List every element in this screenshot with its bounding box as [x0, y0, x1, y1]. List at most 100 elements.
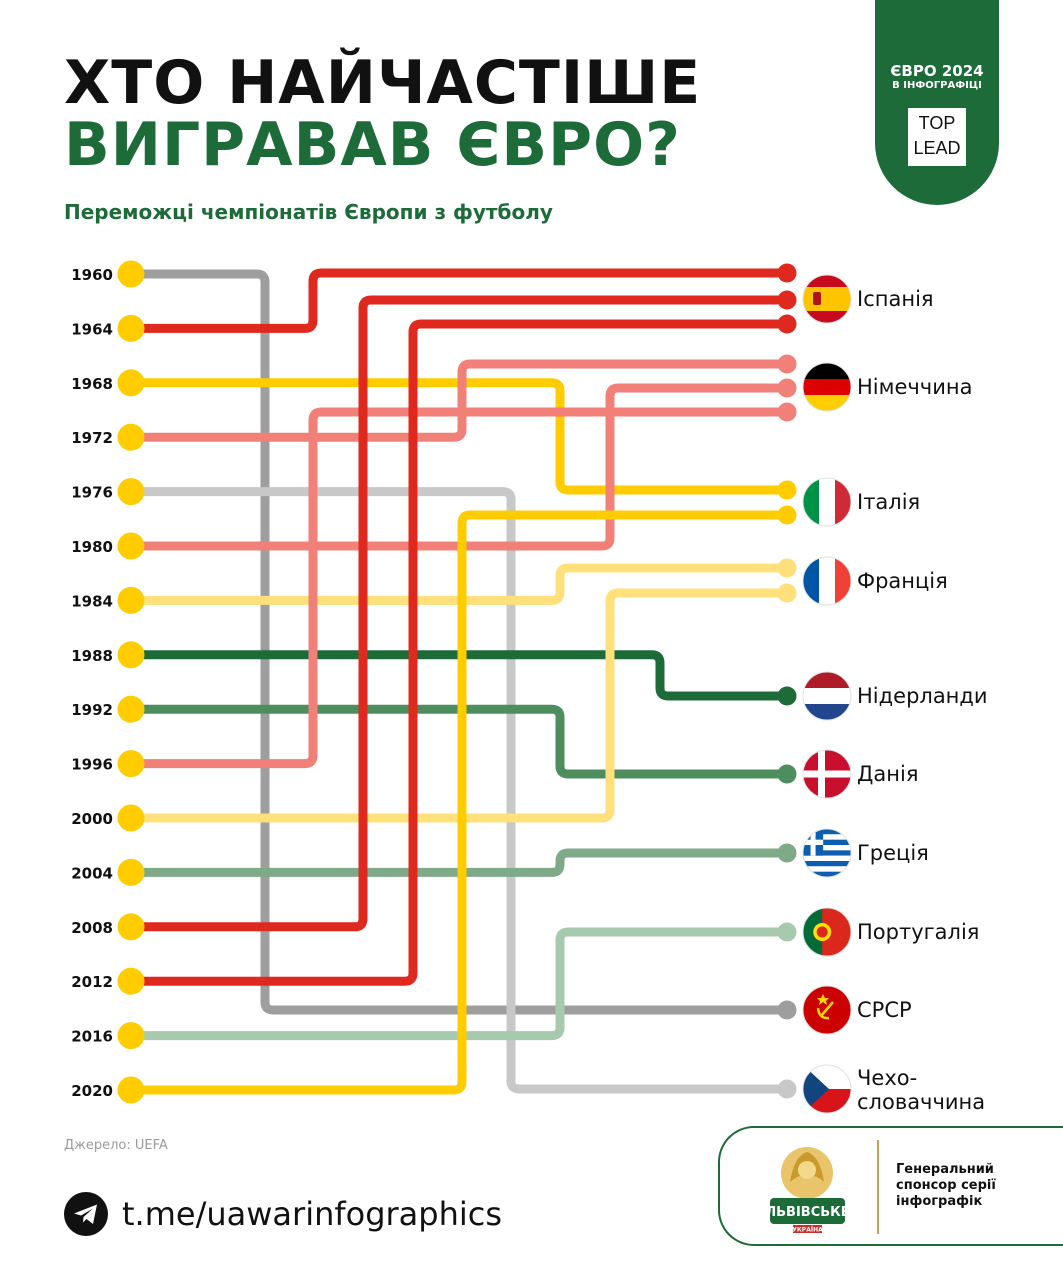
winner-line-1972	[126, 359, 792, 442]
winner-line-1960	[126, 269, 792, 1015]
winner-line-1976	[126, 487, 792, 1094]
end-dot-1992	[777, 764, 797, 784]
end-dot-2012	[777, 314, 797, 334]
badge-title: ЄВРО 2024	[890, 62, 984, 80]
end-dot-1980	[777, 378, 797, 398]
country-label-5: Данія	[857, 762, 918, 786]
year-label-2008: 2008	[71, 919, 113, 937]
year-node-1984	[117, 586, 145, 614]
greece-flag-icon-border	[802, 828, 852, 878]
year-label-1988: 1988	[71, 647, 113, 665]
end-dot-1964	[777, 263, 797, 283]
spain-flag-icon	[803, 275, 851, 323]
telegram-icon[interactable]	[64, 1192, 108, 1236]
end-dot-1972	[777, 354, 797, 374]
year-label-2012: 2012	[71, 973, 113, 991]
telegram-link[interactable]: t.me/uawarinfographics	[122, 1195, 503, 1233]
end-dot-2020	[777, 505, 797, 525]
year-label-2020: 2020	[71, 1082, 113, 1100]
winner-line-1996	[126, 407, 792, 769]
winner-line-1988	[126, 650, 792, 701]
year-label-2004: 2004	[71, 864, 113, 882]
end-dot-1996	[777, 402, 797, 422]
badge-subtitle: В ІНФОГРАФІЦІ	[892, 80, 982, 91]
year-label-2016: 2016	[71, 1028, 113, 1046]
year-node-2012	[117, 967, 145, 995]
ussr-flag-icon-border	[802, 985, 852, 1035]
year-node-1992	[117, 695, 145, 723]
end-dot-2004	[777, 843, 797, 863]
year-label-1976: 1976	[71, 484, 113, 502]
winners-diagram: 1960 1964 1968 1972 1976 1980 1984 1988 1992 1996…	[71, 260, 988, 1114]
year-node-2004	[117, 858, 145, 886]
country-label-3: Франція	[857, 569, 948, 593]
year-node-2020	[117, 1076, 145, 1104]
year-node-1980	[117, 532, 145, 560]
country-label-7: Португалія	[857, 920, 979, 944]
year-node-2016	[117, 1022, 145, 1050]
end-dot-1988	[777, 686, 797, 706]
country-label-1: Німеччина	[857, 375, 972, 399]
year-node-1968	[117, 369, 145, 397]
netherlands-flag-icon	[803, 672, 851, 720]
country-label-6: Греція	[857, 841, 929, 865]
winner-line-2016	[126, 927, 792, 1041]
year-node-1972	[117, 423, 145, 451]
year-label-1972: 1972	[71, 429, 113, 447]
year-label-1968: 1968	[71, 375, 113, 393]
year-label-1960: 1960	[71, 266, 113, 284]
spain-flag-icon-border	[802, 274, 852, 324]
portugal-flag-icon	[803, 908, 851, 956]
year-label-1964: 1964	[71, 320, 113, 338]
toplead-logo-bottom: LEAD	[913, 138, 961, 158]
winner-line-2020	[126, 510, 792, 1095]
winner-line-1984	[126, 563, 792, 605]
connection-lines	[126, 268, 792, 1095]
toplead-logo: TOP LEAD	[908, 108, 966, 166]
sponsor-block: ЛЬВІВСЬКЕ УКРАЇНА Генеральний спонсор се…	[718, 1126, 1063, 1246]
year-nodes: 1960 1964 1968 1972 1976 1980 1984 1988 1992 1996…	[71, 260, 145, 1104]
end-dot-2016	[777, 922, 797, 942]
winner-line-2012	[126, 319, 792, 986]
series-badge: ЄВРО 2024 В ІНФОГРАФІЦІ TOP LEAD	[875, 0, 999, 205]
end-dot-1968	[777, 480, 797, 500]
ussr-flag-icon	[803, 986, 851, 1034]
toplead-logo-top: TOP	[918, 113, 956, 133]
end-dot-1960	[777, 1000, 797, 1020]
year-node-1996	[117, 750, 145, 778]
year-node-1960	[117, 260, 145, 288]
title-line-1: ХТО НАЙЧАСТІШЕ	[64, 48, 702, 118]
germany-flag-icon	[803, 363, 851, 411]
title-line-2: ВИГРАВАВ ЄВРО?	[64, 110, 681, 180]
denmark-flag-icon-border	[802, 749, 852, 799]
end-dot-2008	[777, 290, 797, 310]
year-node-2000	[117, 804, 145, 832]
end-dot-1976	[777, 1079, 797, 1099]
winner-line-2000	[126, 588, 792, 823]
winner-line-1964	[126, 268, 792, 333]
winner-line-1968	[126, 378, 792, 495]
year-node-1988	[117, 641, 145, 669]
winner-line-2008	[126, 295, 792, 932]
flags: Іспанія Німеччина Італія Франція Нідерланди Д…	[802, 274, 988, 1114]
italy-flag-icon	[803, 478, 851, 526]
country-label-0: Іспанія	[857, 287, 934, 311]
year-label-1984: 1984	[71, 592, 113, 610]
page-title: ХТО НАЙЧАСТІШЕ ВИГРАВАВ ЄВРО?	[64, 52, 701, 176]
end-dot-1984	[777, 558, 797, 578]
end-dots	[777, 263, 797, 1099]
year-node-1964	[117, 314, 145, 342]
czechoslovakia-flag-icon-border	[802, 1064, 852, 1114]
sponsor-brand-sub: УКРАЇНА	[792, 1227, 823, 1234]
country-label-2: Італія	[857, 490, 920, 514]
france-flag-icon-border	[802, 556, 852, 606]
year-label-2000: 2000	[71, 810, 113, 828]
winner-line-1992	[126, 704, 792, 779]
winner-line-1980	[126, 383, 792, 551]
sponsor-brand: ЛЬВІВСЬКЕ	[765, 1205, 849, 1220]
year-label-1980: 1980	[71, 538, 113, 556]
winner-line-2004	[126, 848, 792, 877]
france-flag-icon	[803, 557, 851, 605]
germany-flag-icon-border	[802, 362, 852, 412]
country-label-8: СРСР	[857, 998, 912, 1022]
